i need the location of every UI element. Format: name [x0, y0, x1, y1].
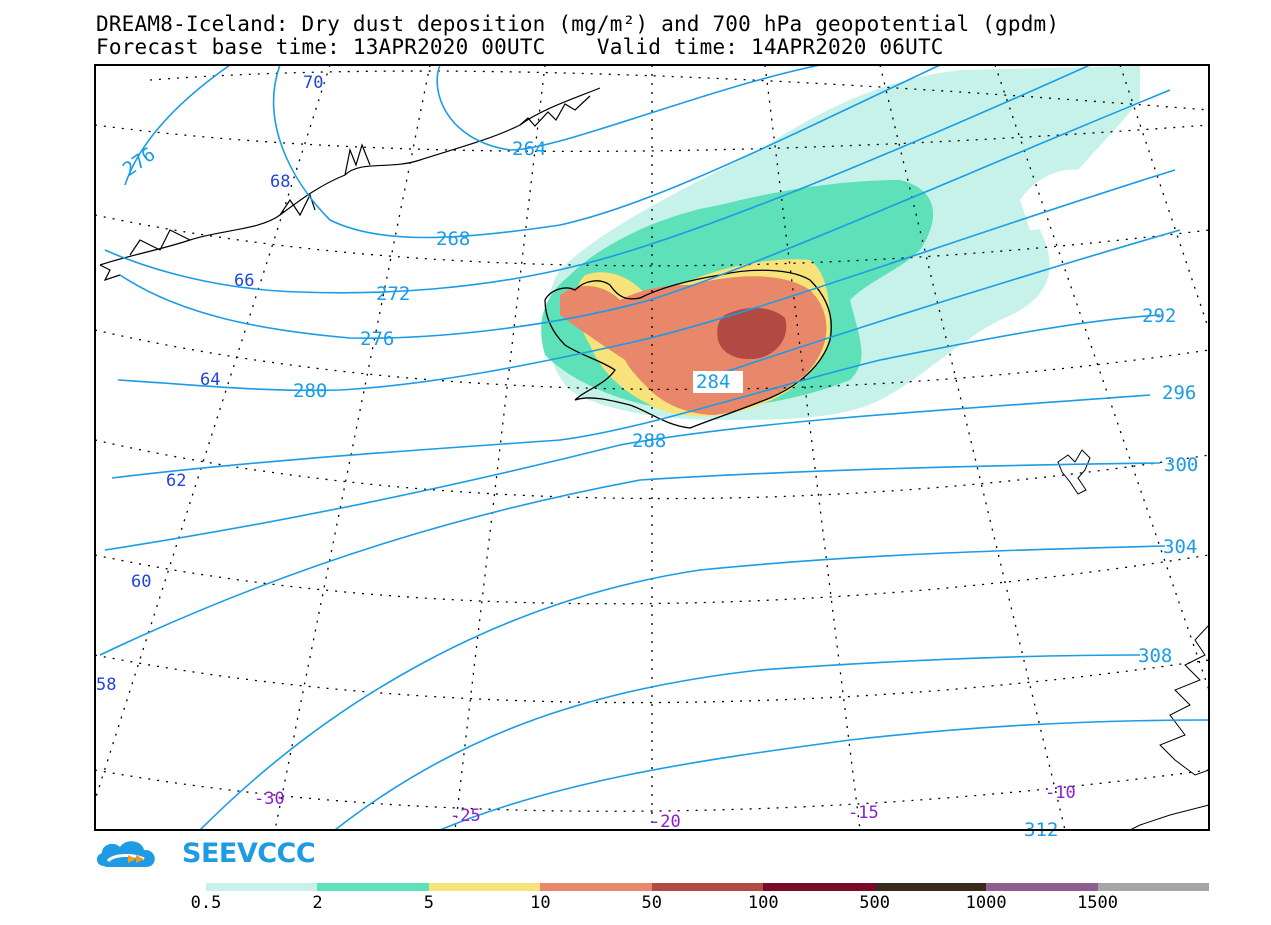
map-subtitle-times: Forecast base time: 13APR2020 00UTC Vali… — [96, 35, 944, 59]
longitude-label: -20 — [650, 812, 681, 832]
latitude-labels: 70 68 66 64 62 60 58 — [96, 73, 323, 695]
longitude-label: -30 — [254, 789, 285, 809]
graticule — [95, 65, 1209, 830]
faroe-islands — [1057, 449, 1091, 495]
colorbar-tick-label: 2 — [312, 893, 323, 913]
latitude-label: 64 — [200, 370, 220, 390]
colorbar-tick-label: 0.5 — [190, 893, 222, 913]
longitude-label: -25 — [450, 806, 481, 826]
deposition-colorbar — [206, 883, 1209, 891]
seevccc-logo — [96, 841, 155, 867]
longitude-label: -10 — [1045, 783, 1076, 803]
latitude-label: 68 — [270, 172, 290, 192]
contour-label: 304 — [1163, 536, 1197, 558]
map-title: DREAM8-Iceland: Dry dust deposition (mg/… — [96, 12, 1060, 36]
contour-label: 264 — [512, 138, 546, 160]
colorbar-segment — [651, 883, 764, 891]
latitude-label: 58 — [96, 675, 116, 695]
greenland-coastline — [99, 87, 601, 282]
contour-label: 296 — [1162, 382, 1196, 404]
colorbar-tick-label: 5 — [423, 893, 434, 913]
colorbar-segment — [763, 883, 875, 891]
colorbar-tick-label: 100 — [747, 893, 779, 913]
contour-label: 284 — [696, 371, 730, 393]
longitude-labels: -30 -25 -20 -15 -10 — [254, 783, 1076, 832]
northern-europe-coastline — [1129, 624, 1209, 830]
colorbar-segment — [1097, 883, 1209, 891]
colorbar-tick-label: 50 — [641, 893, 663, 913]
colorbar-tick-label: 500 — [859, 893, 891, 913]
longitude-label: -15 — [848, 803, 879, 823]
contour-label: 268 — [436, 228, 470, 250]
latitude-label: 66 — [234, 271, 254, 291]
contour-label-background — [693, 371, 743, 393]
contour-label: 288 — [632, 430, 666, 452]
dust-level-50 — [717, 307, 787, 360]
contour-label: 308 — [1138, 645, 1172, 667]
colorbar-segment — [428, 883, 541, 891]
colorbar-segment — [317, 883, 429, 891]
colorbar-tick-label: 10 — [530, 893, 551, 913]
contour-label: 292 — [1142, 305, 1176, 327]
geopotential-contours — [99, 65, 1209, 830]
contour-labels: 276 264 268 272 276 280 284 288 292 296 … — [119, 138, 1199, 841]
map-frame — [94, 64, 1210, 831]
colorbar-segment — [206, 883, 318, 891]
contour-label: 280 — [293, 380, 327, 402]
cloud-icon — [96, 841, 155, 867]
contour-label: 272 — [376, 283, 410, 305]
contour-label: 276 — [360, 328, 394, 350]
iceland-coastline — [544, 269, 832, 429]
colorbar-segment — [874, 883, 987, 891]
latitude-label: 70 — [303, 73, 323, 93]
colorbar-tick-label: 1500 — [1077, 893, 1119, 913]
dust-deposition-field — [541, 66, 1140, 420]
latitude-label: 60 — [131, 572, 151, 592]
colorbar-segment — [986, 883, 1098, 891]
colorbar-tick-label: 1000 — [965, 893, 1007, 913]
contour-label: 276 — [119, 143, 160, 181]
contour-label: 300 — [1164, 454, 1198, 476]
colorbar-segment — [540, 883, 652, 891]
seevccc-logo-text: SEEVCCC — [182, 838, 316, 869]
latitude-label: 62 — [166, 471, 186, 491]
dust-level-0-5-patch — [1020, 169, 1100, 230]
